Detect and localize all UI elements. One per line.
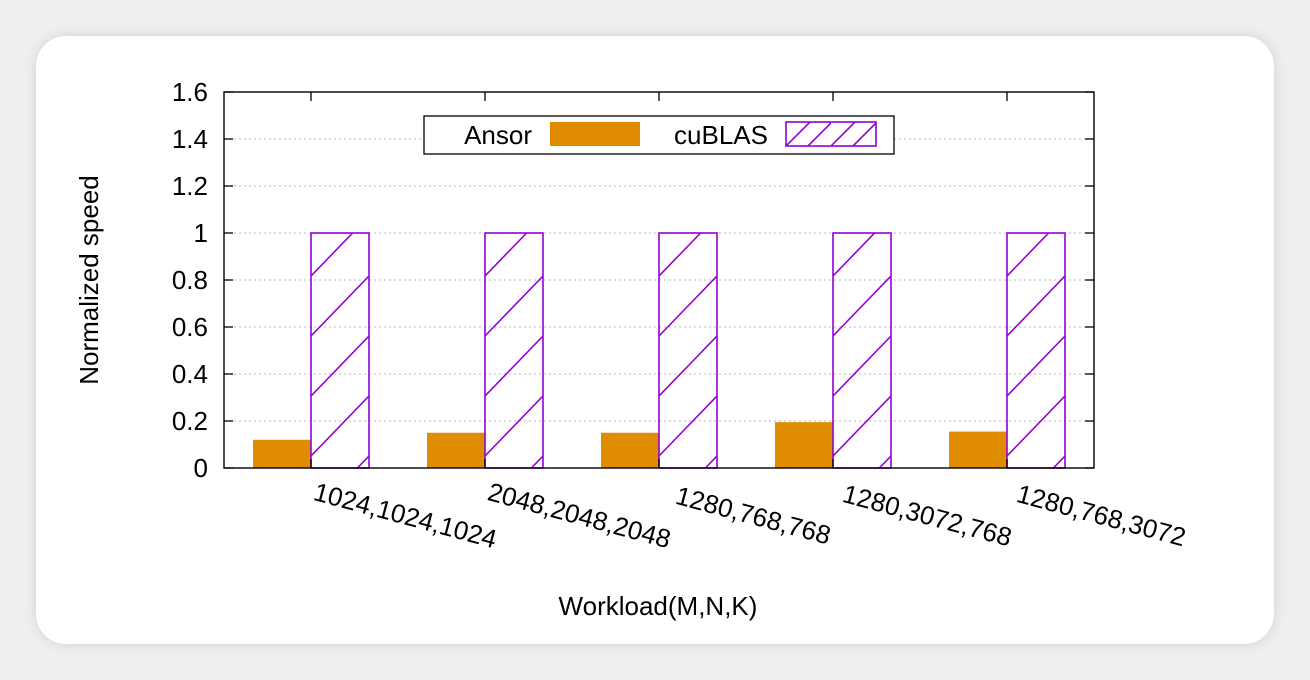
legend-swatch-cublas xyxy=(785,121,877,147)
plot-frame xyxy=(223,91,1095,469)
x-tick-label: 1280,3072,768 xyxy=(840,478,1015,552)
y-tick-labels: 0 0.2 0.4 0.6 0.8 1 1.2 1.4 1.6 xyxy=(172,77,208,483)
y-tick-label: 1.4 xyxy=(172,124,208,154)
y-tick-label: 0.6 xyxy=(172,312,208,342)
x-tick-label: 1024,1024,1024 xyxy=(311,476,500,554)
bar-cublas-1 xyxy=(484,232,544,469)
y-tick-label: 0.2 xyxy=(172,406,208,436)
x-axis-label: Workload(M,N,K) xyxy=(559,591,758,621)
legend-label-ansor: Ansor xyxy=(464,120,532,150)
bar-ansor-3 xyxy=(775,422,833,468)
y-tick-label: 0 xyxy=(194,453,208,483)
y-axis-label: Normalized speed xyxy=(74,175,104,385)
chart-card: 0 0.2 0.4 0.6 0.8 1 1.2 1.4 1.6 1024,1024,1024 20… xyxy=(36,36,1274,644)
legend-label-cublas: cuBLAS xyxy=(674,120,768,150)
bar-cublas-0 xyxy=(310,232,370,469)
bars xyxy=(253,232,1066,469)
x-tick-labels: 1024,1024,10242048,2048,20481280,768,768… xyxy=(311,476,1189,554)
x-tick-label: 1280,768,768 xyxy=(673,480,834,550)
x-tick-label: 2048,2048,2048 xyxy=(485,476,674,554)
y-tick-label: 0.8 xyxy=(172,265,208,295)
bar-cublas-3 xyxy=(832,232,892,469)
bar-ansor-0 xyxy=(253,439,311,468)
legend: Ansor cuBLAS xyxy=(423,115,895,155)
bar-ansor-1 xyxy=(427,432,485,468)
bar-cublas-4 xyxy=(1006,232,1066,469)
bar-ansor-4 xyxy=(949,431,1007,468)
bar-chart: 0 0.2 0.4 0.6 0.8 1 1.2 1.4 1.6 1024,1024,102420… xyxy=(74,77,1189,621)
y-tick-label: 1 xyxy=(194,218,208,248)
x-tick-label: 1280,768,3072 xyxy=(1014,478,1189,552)
y-tick-label: 1.6 xyxy=(172,77,208,107)
bar-cublas-2 xyxy=(658,232,718,469)
bar-ansor-2 xyxy=(601,432,659,468)
axes xyxy=(223,91,1095,469)
y-tick-label: 1.2 xyxy=(172,171,208,201)
y-tick-label: 0.4 xyxy=(172,359,208,389)
legend-swatch-ansor xyxy=(550,122,640,146)
